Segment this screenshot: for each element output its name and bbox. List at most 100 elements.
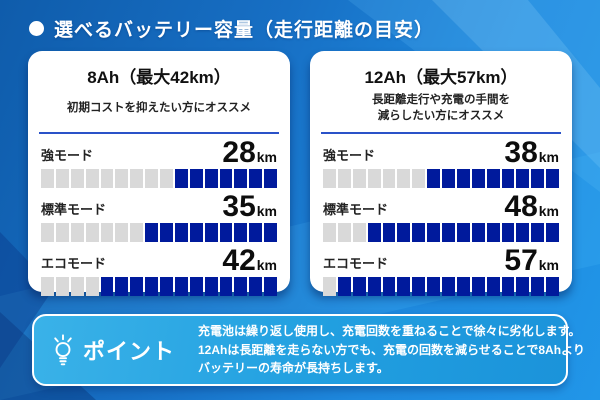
gauge-segment xyxy=(174,169,188,188)
gauge-segment xyxy=(501,223,515,242)
gauge-segment xyxy=(100,169,114,188)
gauge-segment xyxy=(160,223,173,242)
card-title: 12Ah（最大57km） xyxy=(364,68,518,87)
gauge-segment xyxy=(501,169,515,188)
mode-distance-value: 38km xyxy=(504,135,559,169)
gauge-segment xyxy=(352,223,366,242)
gauge-segment xyxy=(337,169,351,188)
gauge-segment xyxy=(189,277,203,296)
gauge-segment xyxy=(352,277,366,296)
gauge-segment xyxy=(546,169,559,188)
mode-label: 標準モード xyxy=(323,202,389,217)
gauge-segment xyxy=(501,277,515,296)
gauge-segment xyxy=(531,169,545,188)
mode-list: 強モード 38km 標準モード 48km エコモード 57km xyxy=(323,135,559,296)
gauge-segment xyxy=(174,277,188,296)
gauge-segment xyxy=(397,223,411,242)
gauge-segment xyxy=(234,277,248,296)
mode-label: エコモード xyxy=(41,256,107,271)
mode-distance-unit: km xyxy=(538,256,559,273)
gauge-segment xyxy=(531,223,545,242)
point-header: ポイント xyxy=(50,334,198,366)
gauge-segment xyxy=(427,277,440,296)
mode-list: 強モード 28km 標準モード 35km エコモード 42km xyxy=(41,135,277,296)
gauge-segment xyxy=(486,223,500,242)
distance-gauge xyxy=(323,169,559,188)
gauge-segment xyxy=(546,277,559,296)
mode-row: 標準モード 35km xyxy=(41,191,277,242)
card-divider xyxy=(39,132,279,134)
gauge-segment xyxy=(41,277,54,296)
gauge-segment xyxy=(516,169,530,188)
gauge-segment xyxy=(456,223,470,242)
mode-row: 標準モード 48km xyxy=(323,189,559,242)
gauge-segment xyxy=(471,169,485,188)
card-subtitle-line: 減らしたい方にオススメ xyxy=(377,110,505,122)
gauge-segment xyxy=(264,277,277,296)
mode-row: エコモード 57km xyxy=(323,245,559,296)
gauge-segment xyxy=(115,223,129,242)
card-subtitle-line: 初期コストを抑えたい方にオススメ xyxy=(67,102,251,115)
mode-row: 強モード 38km xyxy=(323,135,559,188)
distance-gauge xyxy=(323,277,559,296)
distance-gauge xyxy=(41,169,277,188)
card-subtitle: 初期コストを抑えたい方にオススメ xyxy=(41,89,277,129)
gauge-segment xyxy=(234,223,248,242)
mode-distance-unit: km xyxy=(256,148,277,165)
gauge-segment xyxy=(41,223,54,242)
gauge-segment xyxy=(174,223,188,242)
bullet-circle-icon xyxy=(29,20,44,36)
mode-distance-value: 48km xyxy=(504,189,559,223)
mode-head: エコモード 57km xyxy=(323,245,559,275)
gauge-segment xyxy=(55,277,69,296)
gauge-segment xyxy=(337,277,351,296)
distance-gauge xyxy=(41,223,277,242)
gauge-segment xyxy=(189,223,203,242)
mode-distance-unit: km xyxy=(538,148,559,165)
mode-label: 標準モード xyxy=(41,202,107,217)
gauge-segment xyxy=(546,223,559,242)
mode-head: エコモード 42km xyxy=(41,245,277,275)
gauge-segment xyxy=(70,223,84,242)
gauge-segment xyxy=(219,277,233,296)
gauge-segment xyxy=(382,223,396,242)
gauge-segment xyxy=(249,169,263,188)
gauge-segment xyxy=(442,223,455,242)
gauge-segment xyxy=(204,277,218,296)
mode-row: エコモード 42km xyxy=(41,245,277,296)
mode-distance-unit: km xyxy=(256,256,277,273)
gauge-segment xyxy=(130,223,144,242)
card-divider xyxy=(321,132,561,134)
gauge-segment xyxy=(397,169,411,188)
gauge-segment xyxy=(249,277,263,296)
battery-card-8ah: 8Ah（最大42km） 初期コストを抑えたい方にオススメ 強モード 28km 標準モ… xyxy=(28,51,290,296)
gauge-segment xyxy=(85,277,99,296)
gauge-segment xyxy=(442,277,455,296)
mode-distance-value: 28km xyxy=(222,135,277,169)
gauge-segment xyxy=(352,169,366,188)
card-subtitle: 長距離走行や充電の手間を 減らしたい方にオススメ xyxy=(323,89,559,129)
distance-gauge xyxy=(323,223,559,242)
gauge-segment xyxy=(323,277,336,296)
point-label: ポイント xyxy=(83,339,176,364)
gauge-segment xyxy=(219,169,233,188)
gauge-segment xyxy=(160,169,173,188)
gauge-segment xyxy=(427,169,440,188)
gauge-segment xyxy=(367,169,381,188)
mode-head: 強モード 28km xyxy=(41,135,277,169)
gauge-segment xyxy=(204,169,218,188)
gauge-segment xyxy=(382,277,396,296)
gauge-segment xyxy=(516,223,530,242)
gauge-segment xyxy=(100,223,114,242)
gauge-segment xyxy=(189,169,203,188)
point-box: ポイント 充電池は繰り返し使用し、充電回数を重ねることで徐々に劣化します。 12… xyxy=(32,314,585,386)
mode-row: 強モード 28km xyxy=(41,135,277,188)
mode-head: 強モード 38km xyxy=(323,135,559,169)
mode-label: 強モード xyxy=(41,148,94,163)
mode-label: 強モード xyxy=(323,148,376,163)
gauge-segment xyxy=(160,277,173,296)
gauge-segment xyxy=(130,277,144,296)
page-title: 選べるバッテリー容量（走行距離の目安） xyxy=(54,19,435,41)
distance-gauge xyxy=(41,277,277,296)
